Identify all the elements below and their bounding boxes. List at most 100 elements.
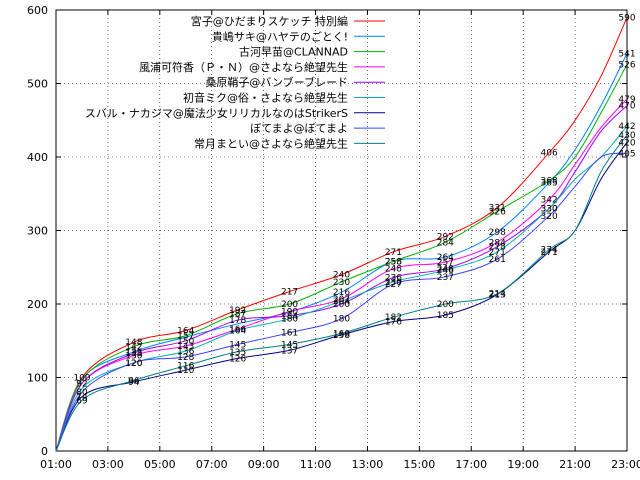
data-label: 406: [541, 149, 558, 159]
data-label: 248: [437, 265, 454, 275]
data-label: 257: [437, 258, 454, 268]
data-label: 430: [618, 131, 635, 141]
data-label: 158: [333, 331, 350, 341]
legend-label: 宮子@ひだまりスケッチ 特別編: [191, 14, 348, 28]
data-label: 217: [281, 288, 298, 298]
y-tick-label: 400: [27, 151, 48, 164]
series-lines: [55, 17, 628, 452]
series-line-4: [55, 98, 628, 452]
data-label: 284: [489, 238, 506, 248]
x-tick-label: 11:00: [300, 458, 332, 471]
data-label: 237: [437, 273, 454, 283]
series-line-9: [55, 134, 628, 452]
data-label: 526: [618, 60, 635, 70]
data-label: 207: [333, 295, 350, 305]
x-tick-label: 03:00: [92, 458, 124, 471]
data-label: 258: [385, 257, 402, 267]
data-label: 148: [125, 338, 142, 348]
x-tick-label: 05:00: [144, 458, 176, 471]
series-line-3: [55, 64, 628, 452]
data-label: 204: [333, 297, 350, 307]
data-label: 145: [229, 340, 246, 350]
data-label: 130: [125, 351, 142, 361]
data-label: 274: [541, 246, 558, 256]
y-tick-label: 600: [27, 4, 48, 17]
data-label: 271: [541, 248, 558, 258]
x-tick-label: 21:00: [559, 458, 591, 471]
data-label: 200: [281, 300, 298, 310]
data-label: 368: [541, 177, 558, 187]
data-label: 135: [125, 348, 142, 358]
legend-label: ぼてまよ@ぼてまよ: [250, 122, 348, 135]
series-line-8: [55, 152, 628, 452]
data-label: 135: [229, 348, 246, 358]
x-tick-label: 15:00: [404, 458, 436, 471]
data-label: 230: [385, 278, 402, 288]
legend-label: 風浦可符香（Ｐ・Ｎ）@さよなら絶望先生: [139, 60, 348, 74]
data-label: 187: [229, 310, 246, 320]
data-label: 479: [618, 95, 635, 105]
data-label: 120: [125, 359, 142, 369]
legend-label: 貴嶋サキ@ハヤテのごとく!: [212, 29, 348, 43]
data-label: 246: [437, 266, 454, 276]
data-label: 200: [333, 300, 350, 310]
data-label: 136: [177, 347, 194, 357]
data-label: 240: [333, 271, 350, 281]
data-label: 184: [281, 312, 298, 322]
data-labels: 1001481641922172402712923314065901352162…: [73, 13, 635, 406]
data-label: 182: [385, 313, 402, 323]
data-label: 137: [281, 346, 298, 356]
series-line-2: [55, 53, 628, 452]
axes: 0 100 200 300 400 500 600 01:00 03:00 05:00 07:00 0…: [27, 4, 640, 471]
series-line-1: [55, 17, 628, 452]
data-label: 164: [229, 326, 246, 336]
y-tick-label: 300: [27, 225, 48, 238]
data-label: 126: [229, 354, 246, 364]
data-label: 190: [281, 307, 298, 317]
data-label: 74: [76, 393, 88, 403]
data-label: 150: [177, 337, 194, 347]
x-tick-label: 19:00: [507, 458, 539, 471]
data-label: 161: [281, 329, 298, 339]
data-label: 176: [385, 318, 402, 328]
data-label: 160: [333, 329, 350, 339]
data-label: 227: [385, 280, 402, 290]
series-line-5: [55, 105, 628, 452]
data-label: 278: [489, 243, 506, 253]
data-label: 342: [541, 196, 558, 206]
data-label: 330: [541, 204, 558, 214]
data-label: 298: [489, 228, 506, 238]
data-label: 128: [177, 353, 194, 363]
data-label: 178: [229, 316, 246, 326]
data-label: 271: [385, 248, 402, 258]
x-tick-label: 09:00: [248, 458, 280, 471]
x-tick-label: 07:00: [196, 458, 228, 471]
legend-label: スバル・ナカジマ@魔法少女リリカルなのはStrikerS: [85, 106, 348, 120]
data-label: 192: [229, 306, 246, 316]
data-label: 330: [541, 204, 558, 214]
data-label: 326: [489, 207, 506, 217]
y-tick-label: 100: [27, 372, 48, 385]
y-tick-label: 500: [27, 78, 48, 91]
data-label: 320: [541, 212, 558, 222]
y-tick-label: 0: [41, 445, 48, 458]
data-label: 261: [489, 255, 506, 265]
data-label: 248: [385, 265, 402, 275]
data-label: 365: [541, 179, 558, 189]
data-label: 230: [333, 278, 350, 288]
data-label: 236: [385, 274, 402, 284]
data-label: 94: [128, 378, 140, 388]
data-label: 133: [125, 349, 142, 359]
data-label: 541: [618, 49, 635, 59]
data-label: 590: [618, 13, 635, 23]
data-label: 80: [76, 388, 88, 398]
x-tick-label: 13:00: [352, 458, 384, 471]
plot-frame: [55, 9, 628, 452]
x-tick-label: 01:00: [40, 458, 72, 471]
data-label: 180: [333, 315, 350, 325]
data-label: 292: [437, 232, 454, 242]
data-label: 185: [437, 311, 454, 321]
data-label: 200: [437, 300, 454, 310]
